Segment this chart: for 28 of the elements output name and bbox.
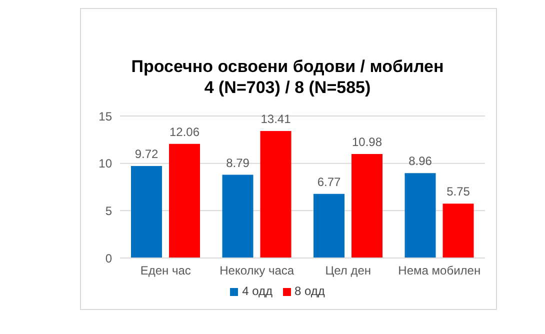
data-label: 6.77 bbox=[317, 174, 341, 189]
bar bbox=[352, 154, 382, 258]
bar bbox=[131, 166, 162, 258]
legend-label: 4 одд bbox=[242, 284, 272, 298]
y-tick-label: 15 bbox=[98, 109, 112, 124]
x-tick-label: Еден час bbox=[140, 264, 191, 278]
bar bbox=[169, 144, 200, 258]
data-label: 10.98 bbox=[352, 135, 382, 150]
bar bbox=[442, 204, 474, 258]
x-tick-label: Нема мобилен bbox=[398, 264, 481, 278]
chart-subtitle: 4 (N=703) / 8 (N=585) bbox=[203, 77, 372, 98]
y-tick-label: 10 bbox=[98, 156, 112, 171]
data-label: 8.79 bbox=[226, 156, 250, 170]
y-tick-label: 5 bbox=[105, 204, 112, 218]
data-label: 12.06 bbox=[169, 124, 200, 139]
data-label: 8.96 bbox=[408, 154, 432, 168]
x-tick-label: Неколку часа bbox=[220, 264, 294, 278]
bar bbox=[260, 131, 292, 258]
bar bbox=[314, 194, 344, 258]
chart-title: Просечно освоени бодови / мобилен bbox=[130, 56, 445, 77]
legend-label: 8 одд bbox=[294, 284, 325, 298]
y-tick-label: 0 bbox=[105, 251, 112, 266]
bar bbox=[222, 174, 254, 258]
data-label: 9.72 bbox=[134, 146, 158, 161]
x-tick-label: Цел ден bbox=[325, 264, 372, 278]
bar bbox=[404, 173, 436, 258]
data-label: 5.75 bbox=[446, 184, 470, 199]
data-label: 13.41 bbox=[260, 112, 292, 126]
